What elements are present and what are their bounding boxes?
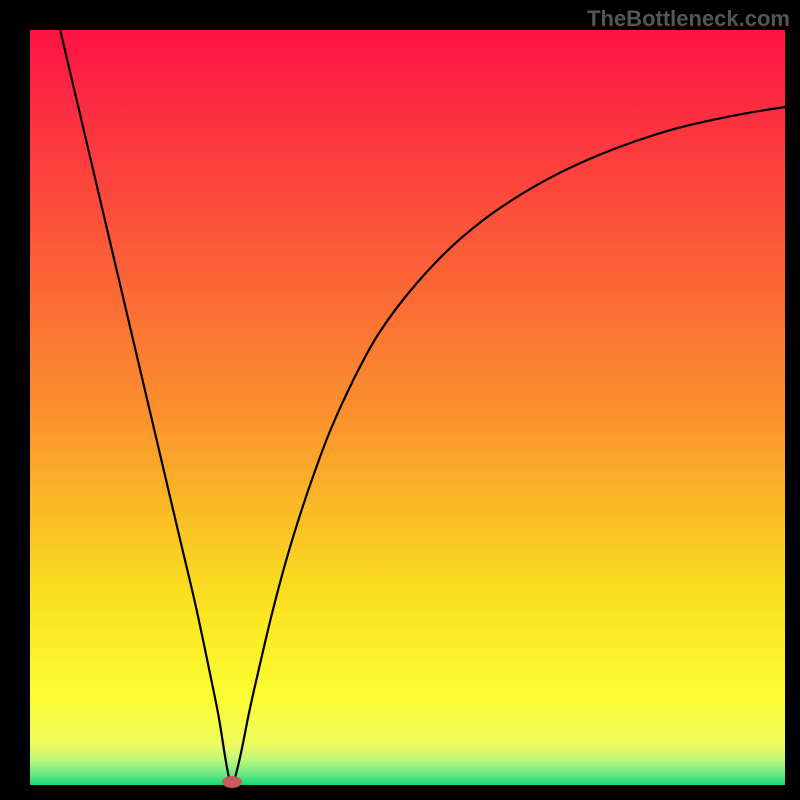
bottleneck-curve	[60, 30, 785, 784]
optimal-marker	[222, 776, 242, 788]
curve-svg	[30, 30, 785, 785]
plot-area	[30, 30, 785, 785]
watermark-text: TheBottleneck.com	[587, 6, 790, 32]
